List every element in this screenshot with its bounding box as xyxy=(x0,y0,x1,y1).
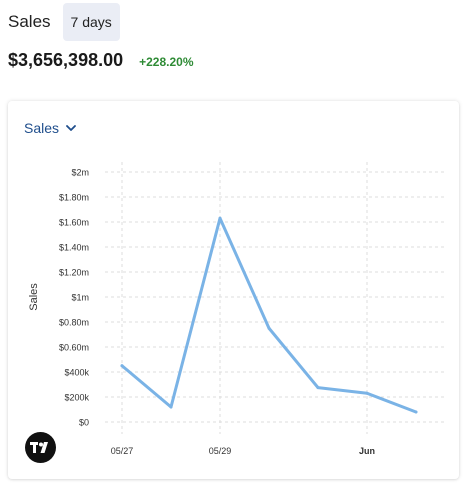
date-range-button[interactable]: 7 days xyxy=(62,3,120,41)
sales-line-chart: $0 $200k $400k $0.60m $0.80m $1m $1.20m $1.40m $… xyxy=(28,162,445,456)
x-tick-label: 05/27 xyxy=(111,446,134,456)
y-tick-label: $0.60m xyxy=(59,343,89,353)
y-tick-label: $0.80m xyxy=(59,318,89,328)
tradingview-logo-icon[interactable] xyxy=(25,432,56,463)
y-tick-label: $2m xyxy=(71,168,89,178)
data-point xyxy=(218,216,222,220)
data-point xyxy=(365,391,369,395)
chevron-down-icon xyxy=(66,125,76,131)
data-point xyxy=(267,326,271,330)
metric-dropdown-label: Sales xyxy=(24,120,60,136)
data-point xyxy=(120,364,124,368)
x-tick-label: Jun xyxy=(359,446,375,456)
page-title: Sales xyxy=(8,12,51,31)
sales-change-badge: +228.20% xyxy=(139,55,194,69)
sales-summary: $3,656,398.00 +228.20% xyxy=(8,50,194,71)
data-point xyxy=(316,386,320,390)
sales-total: $3,656,398.00 xyxy=(8,50,124,70)
y-tick-label: $200k xyxy=(64,393,89,403)
y-tick-label: $0 xyxy=(79,418,89,428)
y-tick-label: $400k xyxy=(64,368,89,378)
y-axis-title: Sales xyxy=(28,283,40,311)
y-tick-label: $1.60m xyxy=(59,218,89,228)
metric-dropdown[interactable]: Sales xyxy=(24,120,77,136)
data-point xyxy=(414,410,418,414)
y-tick-label: $1m xyxy=(71,293,89,303)
chart-card: $0 $200k $400k $0.60m $0.80m $1m $1.20m $1.40m $… xyxy=(8,101,459,479)
y-tick-label: $1.40m xyxy=(59,243,89,253)
page-header: Sales 7 days xyxy=(8,3,120,41)
data-point xyxy=(169,405,173,409)
x-tick-label: 05/29 xyxy=(209,446,232,456)
y-tick-label: $1.80m xyxy=(59,193,89,203)
y-tick-label: $1.20m xyxy=(59,268,89,278)
